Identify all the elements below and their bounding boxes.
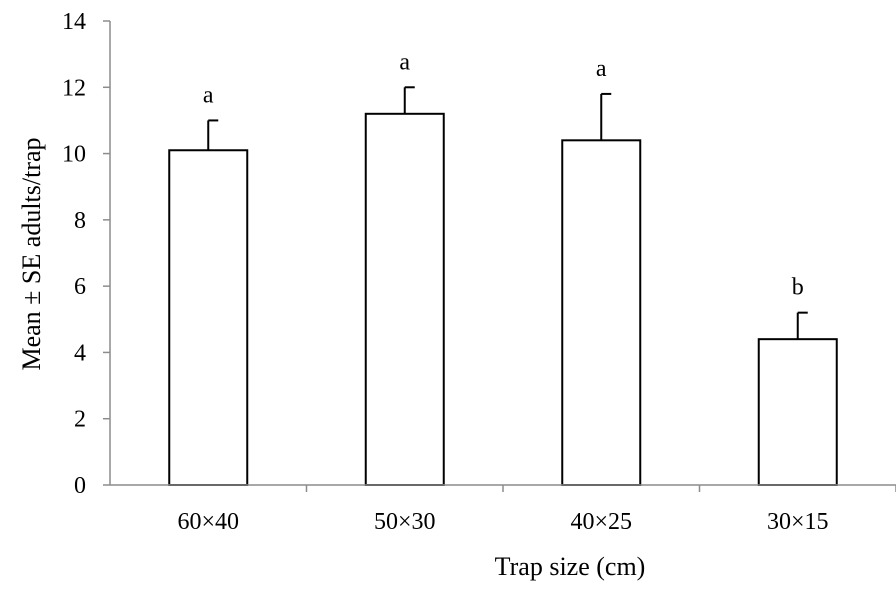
y-tick-label: 14 [62, 9, 86, 35]
significance-letter: b [792, 275, 804, 301]
x-tick-label: 60×40 [177, 509, 239, 535]
x-axis-ticks: 60×40 50×30 40×25 30×15 [177, 485, 896, 535]
x-tick-label: 40×25 [570, 509, 632, 535]
y-tick-label: 0 [74, 473, 86, 499]
significance-letter: a [399, 49, 410, 75]
bar [364, 112, 445, 487]
significance-letters: a a a b [203, 49, 804, 300]
significance-letter: a [203, 82, 214, 108]
y-tick-label: 10 [62, 142, 86, 168]
x-axis-label: Trap size (cm) [495, 552, 646, 581]
bar [561, 139, 642, 486]
y-tick-label: 2 [74, 407, 86, 433]
y-axis-label: Mean ± SE adults/trap [17, 137, 46, 370]
x-tick-label: 50×30 [374, 509, 436, 535]
bars [168, 112, 838, 487]
x-tick-label: 30×15 [767, 509, 829, 535]
error-bars [207, 86, 808, 340]
bar [757, 338, 838, 486]
y-tick-label: 6 [74, 274, 86, 300]
y-tick-label: 12 [62, 75, 86, 101]
y-axis-ticks: 0 2 4 6 8 10 12 14 [62, 9, 110, 499]
y-tick-label: 8 [74, 208, 86, 234]
significance-letter: a [596, 56, 607, 82]
bar [168, 149, 249, 486]
y-tick-label: 4 [74, 340, 86, 366]
